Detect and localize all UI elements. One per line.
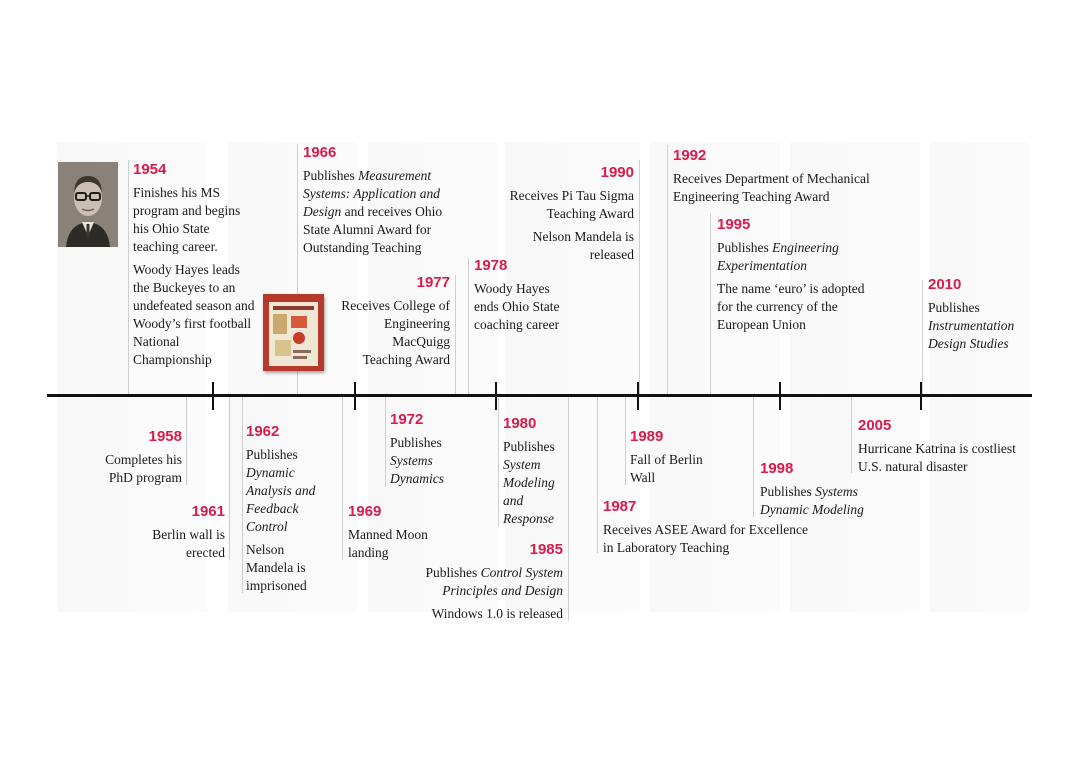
axis-tick xyxy=(920,382,922,410)
connector-1978 xyxy=(468,258,469,396)
portrait-photo xyxy=(58,162,118,247)
book-title: Instrumentation Design Studies xyxy=(928,318,1014,351)
event-1962: 1962 Publishes Dynamic Analysis and Feed… xyxy=(246,422,328,595)
event-year: 1990 xyxy=(500,163,634,182)
event-text: Windows 1.0 is released xyxy=(415,605,563,623)
axis-tick xyxy=(212,382,214,410)
event-text: Receives Pi Tau Sigma Teaching Award xyxy=(500,187,634,223)
event-2010: 2010 Publishes Instrumentation Design St… xyxy=(928,275,1028,353)
event-text: Publishes Systems Dynamic Modeling xyxy=(760,483,890,519)
event-year: 2005 xyxy=(858,416,1028,435)
event-text: Publishes Control System Principles and … xyxy=(415,564,563,600)
event-text: Completes his PhD program xyxy=(88,451,182,487)
connector-1987 xyxy=(597,397,598,553)
connector-1962 xyxy=(242,397,243,593)
connector-1992 xyxy=(667,145,668,396)
connector-1995 xyxy=(710,214,711,396)
event-1978: 1978 Woody Hayes ends Ohio State coachin… xyxy=(474,256,574,334)
event-1980: 1980 Publishes System Modeling and Respo… xyxy=(503,414,565,528)
event-year: 1961 xyxy=(135,502,225,521)
event-text: Fall of Berlin Wall xyxy=(630,451,710,487)
event-year: 1966 xyxy=(303,143,453,162)
event-1992: 1992 Receives Department of Mechanical E… xyxy=(673,146,888,206)
event-1966: 1966 Publishes Measurement Systems: Appl… xyxy=(303,143,453,257)
event-text: The name ‘euro’ is adopted for the curre… xyxy=(717,280,867,334)
event-text: Publishes Engineering Experimentation xyxy=(717,239,867,275)
connector-1954 xyxy=(128,160,129,396)
bg-stripe xyxy=(930,142,1030,612)
event-text: Receives ASEE Award for Excellence in La… xyxy=(603,521,808,557)
event-1995: 1995 Publishes Engineering Experimentati… xyxy=(717,215,867,334)
event-1972: 1972 Publishes Systems Dynamics xyxy=(390,410,470,488)
event-1961: 1961 Berlin wall is erected xyxy=(135,502,225,562)
event-text: Hurricane Katrina is costliest U.S. natu… xyxy=(858,440,1028,476)
event-year: 2010 xyxy=(928,275,1028,294)
book-title: System Modeling and Response xyxy=(503,457,555,526)
timeline-axis xyxy=(47,394,1032,397)
event-text: Berlin wall is erected xyxy=(135,526,225,562)
connector-1985 xyxy=(568,397,569,621)
event-1989: 1989 Fall of Berlin Wall xyxy=(630,427,710,487)
event-year: 1989 xyxy=(630,427,710,446)
event-1958: 1958 Completes his PhD program xyxy=(88,427,182,487)
connector-1969 xyxy=(342,397,343,560)
event-text: Publishes Dynamic Analysis and Feedback … xyxy=(246,446,328,536)
event-text: Publishes Measurement Systems: Applicati… xyxy=(303,167,453,257)
event-year: 1985 xyxy=(415,540,563,559)
event-1985: 1985 Publishes Control System Principles… xyxy=(415,540,563,623)
event-year: 1958 xyxy=(88,427,182,446)
event-1990: 1990 Receives Pi Tau Sigma Teaching Awar… xyxy=(500,163,634,264)
axis-tick xyxy=(779,382,781,410)
event-text: Publishes Instrumentation Design Studies xyxy=(928,299,1028,353)
event-text: Finishes his MS program and begins his O… xyxy=(133,184,258,256)
connector-1977 xyxy=(455,275,456,396)
axis-tick xyxy=(495,382,497,410)
book-title: Systems Dynamics xyxy=(390,453,444,486)
book-cover xyxy=(263,294,324,371)
connector-1980 xyxy=(498,397,499,527)
connector-1958 xyxy=(186,397,187,485)
connector-1990 xyxy=(639,160,640,396)
event-text: Woody Hayes leads the Buckeyes to an und… xyxy=(133,261,258,369)
event-year: 1977 xyxy=(340,273,450,292)
event-year: 1962 xyxy=(246,422,328,441)
event-1977: 1977 Receives College of Engineering Mac… xyxy=(340,273,450,369)
event-year: 1992 xyxy=(673,146,888,165)
event-text: Publishes Systems Dynamics xyxy=(390,434,470,488)
event-text: Woody Hayes ends Ohio State coaching car… xyxy=(474,280,574,334)
event-2005: 2005 Hurricane Katrina is costliest U.S.… xyxy=(858,416,1028,476)
connector-1961 xyxy=(229,397,230,559)
event-text: Publishes System Modeling and Response xyxy=(503,438,565,528)
event-1954: 1954 Finishes his MS program and begins … xyxy=(133,160,258,369)
event-text: Receives College of Engineering MacQuigg… xyxy=(340,297,450,369)
axis-tick xyxy=(354,382,356,410)
event-year: 1972 xyxy=(390,410,470,429)
event-year: 1969 xyxy=(348,502,443,521)
event-text: Receives Department of Mechanical Engine… xyxy=(673,170,888,206)
event-text: Nelson Mandela is imprisoned xyxy=(246,541,328,595)
book-title: Dynamic Analysis and Feedback Control xyxy=(246,465,315,534)
event-year: 1995 xyxy=(717,215,867,234)
bg-stripe xyxy=(790,142,920,612)
axis-tick xyxy=(637,382,639,410)
event-year: 1980 xyxy=(503,414,565,433)
connector-1972 xyxy=(385,397,386,487)
event-text: Nelson Mandela is released xyxy=(500,228,634,264)
connector-2010 xyxy=(922,280,923,396)
event-year: 1954 xyxy=(133,160,258,179)
connector-1989 xyxy=(625,397,626,485)
